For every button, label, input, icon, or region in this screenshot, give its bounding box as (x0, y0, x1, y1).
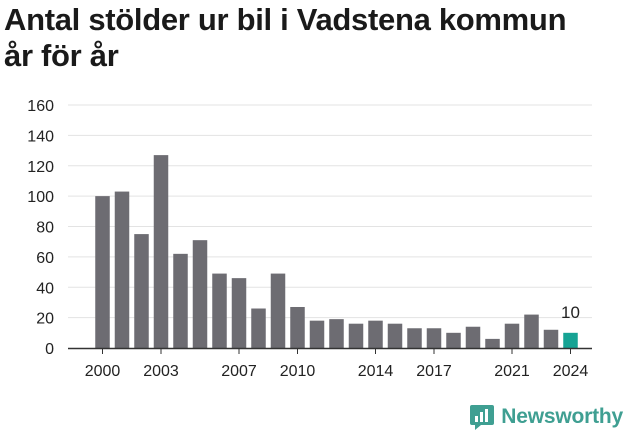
bar-2009 (270, 273, 286, 348)
bar-2018 (446, 332, 461, 348)
y-tick-label-100: 100 (27, 189, 54, 206)
data-label-2024: 10 (561, 303, 580, 322)
data-labels: 10 (561, 303, 580, 322)
x-axis-ticks: 2000 2003 2007 2010 2014 2017 2021 2024 (85, 348, 589, 380)
x-tick-label-2000: 2000 (85, 363, 121, 380)
y-axis-labels: 0 20 40 60 80 100 120 140 160 (27, 98, 54, 358)
bar-2020 (485, 338, 500, 348)
bar-2010 (290, 306, 305, 348)
bar-2008 (251, 308, 266, 348)
bar-2001 (114, 191, 130, 348)
bar-2015 (387, 323, 403, 348)
bar-2005 (192, 240, 208, 348)
bar-2000 (95, 196, 110, 348)
bar-2011 (309, 320, 325, 348)
y-tick-label-80: 80 (36, 220, 54, 237)
bar-2007 (231, 278, 247, 348)
x-tick-label-2010: 2010 (280, 363, 316, 380)
y-tick-label-140: 140 (27, 128, 54, 145)
y-tick-label-0: 0 (45, 341, 54, 358)
bar-2006 (212, 273, 227, 348)
bar-2012 (329, 319, 344, 348)
x-tick-label-2014: 2014 (358, 363, 394, 380)
x-tick-label-2021: 2021 (494, 363, 530, 380)
bar-2022 (524, 314, 539, 348)
bar-2004 (173, 253, 188, 348)
x-tick-label-2017: 2017 (416, 363, 452, 380)
bar-2019 (465, 326, 481, 348)
chart-title-line-1: Antal stölder ur bil i Vadstena kommun (4, 2, 567, 37)
bar-2023 (543, 329, 559, 348)
chart-title-line-2: år för år (4, 38, 119, 73)
x-tick-label-2003: 2003 (143, 363, 179, 380)
bar-2021 (504, 323, 520, 348)
bar-2002 (134, 234, 149, 348)
bar-2003 (153, 155, 169, 348)
bars (95, 155, 578, 348)
newsworthy-logo-icon (470, 405, 495, 430)
x-tick-label-2007: 2007 (221, 363, 257, 380)
y-tick-label-60: 60 (36, 250, 54, 267)
y-tick-label-160: 160 (27, 98, 54, 115)
bar-2013 (348, 323, 364, 348)
chart-title: Antal stölder ur bil i Vadstena kommun å… (4, 2, 629, 74)
brand-name: Newsworthy (501, 405, 623, 428)
y-tick-label-20: 20 (36, 311, 54, 328)
y-tick-label-120: 120 (27, 159, 54, 176)
y-tick-label-40: 40 (36, 280, 54, 297)
x-tick-label-2024: 2024 (553, 363, 589, 380)
bar-2017 (426, 328, 442, 348)
bar-2016 (407, 328, 422, 348)
newsworthy-brand: Newsworthy (469, 403, 623, 431)
bar-2024 (563, 332, 578, 348)
bar-2014 (368, 320, 383, 348)
